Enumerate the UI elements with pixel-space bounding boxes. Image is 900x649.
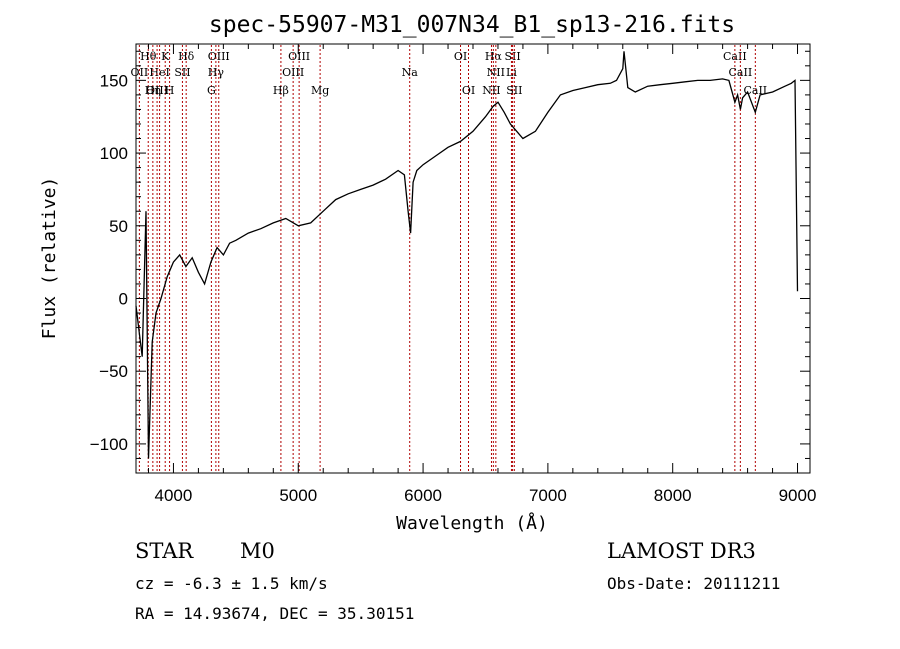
line-label-11: SII <box>174 66 190 79</box>
line-label-0: Hθ <box>140 50 157 63</box>
x-tick-label-3: 7000 <box>529 486 567 505</box>
subclass-label: M0 <box>240 539 275 563</box>
line-label-17: CaII <box>729 66 753 79</box>
line-label-3: OIII <box>208 50 230 63</box>
line-label-12: Hγ <box>208 66 225 79</box>
line-label-19: Hη <box>145 84 161 97</box>
line-label-26: SII <box>506 84 522 97</box>
x-tick-label-0: 4000 <box>155 486 193 505</box>
spectrum-line <box>135 51 799 459</box>
line-label-5: OI <box>454 50 467 63</box>
x-axis-label: Wavelength (Å) <box>396 512 548 534</box>
y-tick-label-2: 0 <box>119 289 128 308</box>
x-tick-label-1: 5000 <box>279 486 317 505</box>
line-label-22: Hβ <box>273 84 289 97</box>
line-label-9: OII <box>131 66 149 79</box>
line-label-14: Na <box>402 66 419 79</box>
line-label-13: OIII <box>282 66 304 79</box>
x-tick-label-5: 9000 <box>779 486 817 505</box>
line-label-6: Hα <box>485 50 503 63</box>
survey-label: LAMOST DR3 <box>607 539 756 563</box>
redshift-text: cz = -6.3 ± 1.5 km/s <box>135 574 328 593</box>
coordinates-text: RA = 14.93674, DEC = 35.30151 <box>135 604 415 623</box>
line-label-18: OIII <box>146 84 168 97</box>
plot-frame <box>135 43 811 474</box>
line-label-24: OI <box>462 84 475 97</box>
y-tick-label-0: −100 <box>90 435 128 454</box>
obs-date-text: Obs-Date: 20111211 <box>607 574 781 593</box>
line-label-25: NII <box>482 84 500 97</box>
line-label-23: Mg <box>311 84 329 97</box>
line-label-16: Li <box>506 66 517 79</box>
line-label-8: CaII <box>723 50 747 63</box>
line-label-7: SII <box>504 50 520 63</box>
spectrum-chart: spec-55907-M31_007N34_B1_sp13-216.fits H… <box>39 12 817 534</box>
x-tick-label-4: 8000 <box>654 486 692 505</box>
x-tick-label-2: 6000 <box>404 486 442 505</box>
axis-ticks: 4000 5000 6000 7000 8000 9000 −100 −50 0 50 100 150 <box>90 44 817 505</box>
y-axis-label: Flux (relative) <box>39 177 60 340</box>
line-label-15: NII <box>487 66 505 79</box>
y-tick-label-1: −50 <box>99 362 128 381</box>
line-label-10: HeI <box>149 66 169 79</box>
y-tick-label-4: 100 <box>100 144 128 163</box>
y-tick-label-3: 50 <box>109 217 128 236</box>
line-label-4: OIII <box>288 50 310 63</box>
line-label-1: K <box>161 50 170 63</box>
class-label: STAR <box>135 539 194 563</box>
line-label-20: H <box>165 84 175 97</box>
line-label-2: Hδ <box>178 50 195 63</box>
y-tick-label-5: 150 <box>100 71 128 90</box>
line-label-21: G <box>207 84 216 97</box>
line-label-27: CaII <box>743 84 767 97</box>
chart-title: spec-55907-M31_007N34_B1_sp13-216.fits <box>209 12 735 38</box>
